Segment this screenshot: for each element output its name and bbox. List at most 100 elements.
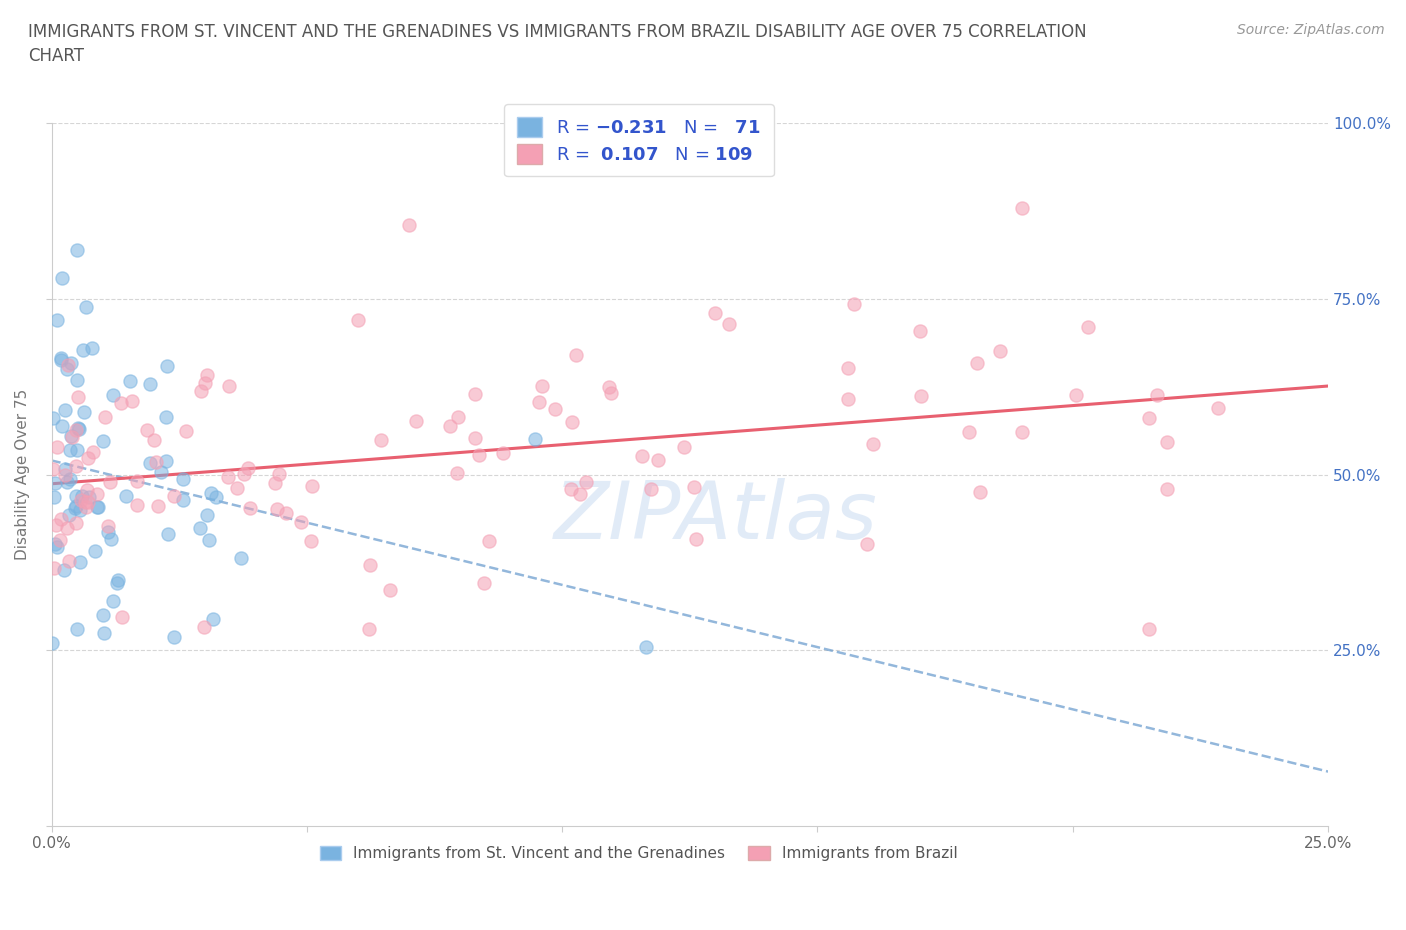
Point: [232, 467, 254, 482]
Point: [49, 533, 72, 548]
Point: [45, 518, 67, 533]
Point: [467, 447, 489, 462]
Point: [87, 500, 110, 515]
Point: [156, 358, 179, 373]
Point: [56, 362, 79, 377]
Point: [100, 532, 122, 547]
Point: [1156, 482, 1178, 497]
Point: [125, 474, 148, 489]
Point: [65, 422, 87, 437]
Point: [58, 553, 80, 568]
Point: [84, 543, 107, 558]
Point: [44, 537, 66, 551]
Point: [55, 461, 77, 476]
Text: Source: ZipAtlas.com: Source: ZipAtlas.com: [1237, 23, 1385, 37]
Point: [1077, 320, 1099, 335]
Point: [59, 442, 82, 457]
Point: [378, 582, 401, 597]
Point: [110, 396, 132, 411]
Point: [704, 306, 727, 321]
Point: [67, 421, 90, 436]
Point: [673, 440, 696, 455]
Point: [66, 390, 89, 405]
Point: [398, 218, 420, 232]
Point: [155, 453, 177, 468]
Point: [107, 572, 129, 587]
Point: [523, 432, 546, 446]
Point: [59, 429, 82, 444]
Point: [682, 479, 704, 494]
Point: [1146, 387, 1168, 402]
Point: [59, 472, 82, 487]
Point: [446, 465, 468, 480]
Point: [598, 379, 620, 394]
Point: [269, 467, 291, 482]
Y-axis label: Disability Age Over 75: Disability Age Over 75: [15, 389, 30, 560]
Point: [966, 355, 988, 370]
Point: [685, 531, 707, 546]
Point: [65, 516, 87, 531]
Point: [105, 576, 128, 591]
Point: [49, 351, 72, 365]
Point: [125, 498, 148, 512]
Point: [472, 576, 495, 591]
Point: [910, 388, 932, 403]
Point: [172, 493, 194, 508]
Point: [75, 500, 97, 515]
Point: [190, 383, 212, 398]
Point: [66, 622, 89, 637]
Point: [193, 620, 215, 635]
Point: [121, 393, 143, 408]
Point: [969, 485, 991, 499]
Point: [218, 379, 240, 393]
Point: [544, 402, 567, 417]
Point: [44, 475, 66, 490]
Point: [115, 488, 138, 503]
Point: [58, 508, 80, 523]
Point: [837, 361, 859, 376]
Point: [138, 456, 160, 471]
Point: [56, 474, 79, 489]
Point: [163, 630, 186, 644]
Point: [86, 499, 108, 514]
Point: [205, 489, 228, 504]
Point: [120, 373, 142, 388]
Point: [82, 445, 104, 460]
Point: [194, 376, 217, 391]
Point: [225, 481, 247, 496]
Point: [197, 507, 219, 522]
Point: [73, 405, 96, 419]
Point: [73, 495, 96, 510]
Point: [172, 472, 194, 486]
Point: [600, 386, 623, 401]
Point: [148, 498, 170, 513]
Point: [565, 347, 588, 362]
Point: [46, 539, 69, 554]
Point: [67, 420, 90, 435]
Point: [195, 368, 218, 383]
Point: [77, 490, 100, 505]
Point: [405, 414, 427, 429]
Point: [274, 505, 297, 520]
Point: [957, 424, 980, 439]
Point: [46, 439, 69, 454]
Point: [347, 312, 370, 327]
Point: [1011, 425, 1033, 440]
Legend: Immigrants from St. Vincent and the Grenadines, Immigrants from Brazil: Immigrants from St. Vincent and the Gren…: [314, 841, 965, 868]
Point: [492, 445, 515, 460]
Point: [527, 394, 550, 409]
Point: [97, 519, 120, 534]
Point: [75, 299, 97, 314]
Point: [66, 372, 89, 387]
Point: [56, 358, 79, 373]
Point: [531, 379, 554, 393]
Point: [198, 533, 221, 548]
Point: [360, 558, 382, 573]
Point: [908, 324, 931, 339]
Text: IMMIGRANTS FROM ST. VINCENT AND THE GRENADINES VS IMMIGRANTS FROM BRAZIL DISABIL: IMMIGRANTS FROM ST. VINCENT AND THE GREN…: [28, 23, 1087, 65]
Point: [94, 409, 117, 424]
Point: [299, 534, 322, 549]
Text: ZIPAtlas: ZIPAtlas: [554, 478, 877, 556]
Point: [56, 521, 79, 536]
Point: [156, 526, 179, 541]
